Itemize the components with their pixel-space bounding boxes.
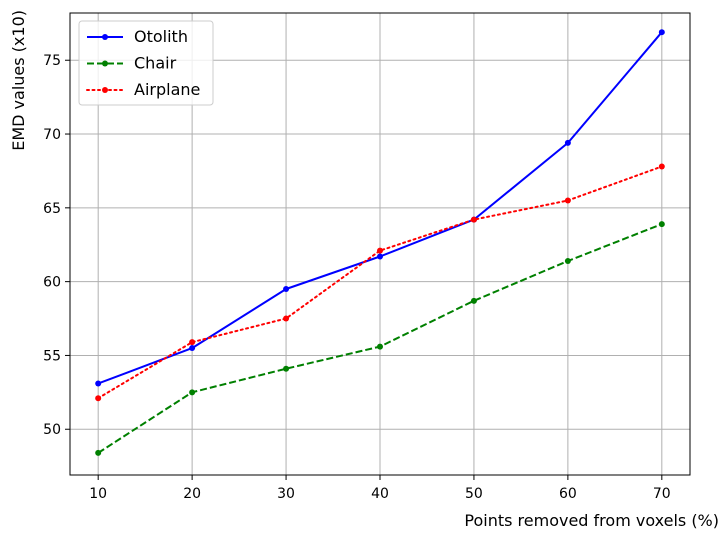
y-tick-label: 65 (43, 201, 61, 217)
y-tick-label: 70 (43, 127, 61, 143)
legend-box (78, 20, 214, 106)
data-point-airplane (95, 395, 102, 402)
data-point-airplane (283, 315, 290, 322)
x-tick-label: 20 (183, 486, 201, 502)
legend-marker-otolith (102, 34, 108, 40)
data-point-chair (283, 365, 290, 372)
x-tick-label: 40 (371, 486, 389, 502)
series-group (95, 29, 665, 456)
legend-marker-chair (102, 60, 108, 67)
y-axis: 50 55 60 65 70 75 (43, 53, 70, 438)
data-point-chair (377, 343, 383, 350)
data-point-otolith (377, 253, 383, 260)
x-tick-label: 70 (653, 486, 671, 502)
data-point-airplane (658, 163, 665, 170)
x-tick-label: 60 (559, 486, 577, 502)
data-point-otolith (95, 380, 102, 387)
y-tick-label: 75 (43, 53, 61, 69)
y-tick-label: 50 (43, 422, 61, 438)
legend-label-airplane: Airplane (134, 80, 200, 99)
data-point-chair (189, 389, 196, 396)
data-point-airplane (377, 247, 383, 254)
data-point-airplane (564, 197, 571, 204)
data-point-chair (564, 257, 571, 264)
data-point-airplane (470, 216, 477, 223)
data-point-chair (95, 449, 102, 456)
data-point-chair (658, 221, 665, 228)
data-point-otolith (283, 286, 290, 293)
x-tick-label: 30 (277, 486, 295, 502)
data-point-otolith (564, 139, 571, 146)
y-tick-label: 60 (43, 275, 61, 291)
x-axis-label: Points removed from voxels (%) (464, 511, 719, 530)
x-tick-label: 10 (89, 486, 107, 502)
legend-label-otolith: Otolith (134, 27, 188, 46)
legend-label-chair: Chair (134, 54, 177, 73)
data-point-airplane (189, 339, 196, 346)
legend-marker-airplane (102, 87, 108, 93)
x-axis: 10 20 30 40 50 60 70 (89, 475, 671, 502)
x-tick-label: 50 (465, 486, 483, 502)
legend: Otolith Chair Airplane (78, 20, 214, 106)
data-point-otolith (189, 345, 196, 352)
y-tick-label: 55 (43, 348, 61, 364)
y-axis-label: EMD values (x10) (9, 10, 28, 151)
data-point-chair (470, 297, 477, 304)
data-point-otolith (658, 29, 665, 36)
grid (70, 13, 690, 475)
